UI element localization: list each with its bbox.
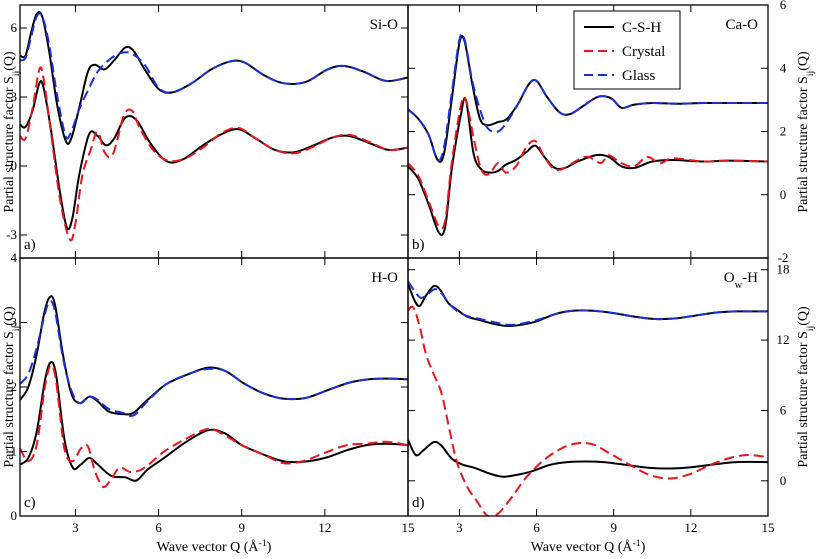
series-a-csh-2: [20, 11, 408, 145]
series-d-crystal-1: [408, 305, 768, 516]
x-tick-label: 3: [456, 520, 463, 535]
panel-pair-label: Ow-H: [724, 270, 758, 291]
panel-d: 3 6 9 12 15 0 6 12 18 d) Ow-H: [407, 257, 790, 535]
y-axis-label-left-top: Partial structure factor Sij(Q): [2, 51, 22, 213]
x-axis-label-left: Wave vector Q (Å-1): [157, 538, 272, 556]
series-c-csh-2: [20, 295, 408, 416]
y-tick-label: 2: [11, 379, 18, 394]
series-group-d: [408, 280, 768, 516]
series-a-glass-3: [20, 12, 408, 140]
x-tick-label: 9: [610, 520, 617, 535]
y-tick-label: 6: [780, 0, 787, 12]
panel-frame-d: [407, 257, 769, 517]
y-tick-label: -2: [778, 250, 789, 265]
legend-label-crystal: Crystal: [622, 44, 665, 60]
y-tick-label: 18: [777, 262, 790, 277]
panel-corner-label: b): [412, 237, 425, 253]
y-tick-label: 2: [780, 124, 787, 139]
y-tick-label: 6: [11, 20, 18, 35]
x-tick-label: 12: [318, 520, 331, 535]
series-b-crystal-1: [408, 95, 768, 230]
y-tick-label: 0: [11, 508, 18, 523]
panel-frame-c: [19, 257, 409, 517]
series-a-crystal-1: [20, 66, 408, 242]
series-group-b: [408, 32, 768, 237]
y-tick-label: 1: [11, 444, 18, 459]
y-tick-label: 0: [780, 187, 787, 202]
panel-corner-label: c): [24, 495, 36, 511]
panel-a: -3 0 3 6 a) Si-O: [6, 4, 409, 259]
legend: C-S-H Crystal Glass: [573, 10, 681, 90]
series-c-crystal-1: [20, 364, 408, 489]
panel-pair-label: Ca-O: [726, 17, 759, 33]
series-group-a: [20, 11, 408, 242]
legend-label-glass: Glass: [622, 68, 655, 84]
y-tick-label: -3: [6, 227, 17, 242]
x-tick-label: 3: [72, 520, 79, 535]
series-d-csh-2: [408, 283, 768, 328]
y-axis-label-right-bottom: Partial structure factor Sij(Q): [796, 306, 816, 468]
panel-frame-a: [19, 4, 409, 259]
x-axis-label-right: Wave vector Q (Å-1): [531, 538, 646, 556]
x-tick-label: 15: [762, 520, 775, 535]
y-axis-label-left-bottom: Partial structure factor Sij(Q): [2, 306, 22, 468]
panel-corner-label: d): [412, 495, 425, 511]
series-c-csh-0: [20, 361, 408, 482]
y-axis-label-right-top: Partial structure factor Sij(Q): [796, 51, 816, 213]
panel-pair-label: Si-O: [370, 17, 399, 33]
y-tick-label: 6: [780, 402, 787, 417]
y-tick-label: 0: [780, 473, 787, 488]
y-tick-label: 0: [11, 158, 18, 173]
legend-label-csh: C-S-H: [622, 20, 661, 36]
y-tick-label: 4: [780, 60, 787, 75]
series-b-glass-3: [408, 32, 768, 162]
series-group-c: [20, 295, 408, 489]
series-b-csh-0: [408, 97, 768, 237]
x-tick-label: 15: [402, 520, 415, 535]
panel-corner-label: a): [24, 237, 36, 253]
x-tick-label: 9: [238, 520, 245, 535]
y-tick-label: 12: [777, 332, 790, 347]
panel-b: -2 0 2 4 6 b) Ca-O: [407, 0, 789, 265]
x-tick-label: 6: [155, 520, 162, 535]
x-tick-label: 12: [684, 520, 697, 535]
x-tick-label: 6: [533, 520, 540, 535]
panel-pair-label: H-O: [371, 270, 398, 286]
y-tick-label: 3: [11, 315, 18, 330]
series-c-glass-3: [20, 300, 408, 417]
series-d-glass-3: [408, 280, 768, 326]
series-d-csh-0: [408, 439, 768, 478]
y-tick-label: 3: [11, 89, 18, 104]
y-tick-label: 4: [11, 250, 18, 265]
